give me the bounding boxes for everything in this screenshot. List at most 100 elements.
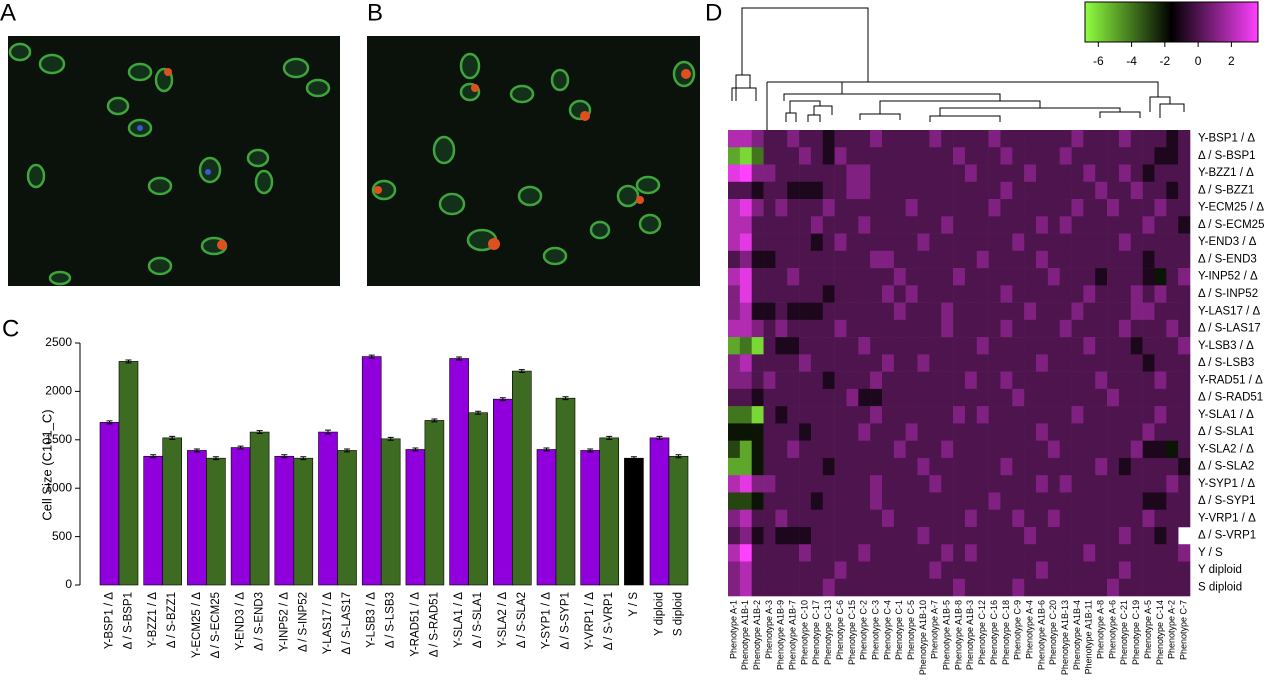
heatmap-cell [917, 199, 930, 217]
heatmap-cell [799, 199, 812, 217]
heatmap-cell [834, 509, 847, 528]
heatmap-cell [751, 199, 764, 217]
bar [187, 450, 207, 586]
heatmap-cell [1107, 354, 1120, 372]
heatmap-cell [1095, 354, 1108, 372]
heatmap-cell [1107, 337, 1120, 355]
heatmap-cell [941, 423, 954, 441]
heatmap-cell [751, 578, 764, 597]
heatmap-cell [1071, 337, 1084, 355]
heatmap-cell [775, 354, 788, 372]
heatmap-cell [1166, 164, 1179, 183]
heatmap-cell [976, 475, 989, 493]
heatmap-cell [1071, 526, 1084, 545]
heatmap-cell [822, 578, 835, 597]
heatmap-cell [1024, 440, 1037, 459]
heatmap-cell [1130, 337, 1143, 355]
heatmap-cell [787, 440, 800, 459]
heatmap-cell [870, 130, 883, 148]
heatmap-cell [953, 475, 966, 493]
heatmap-cell [1154, 354, 1167, 372]
heatmap-cell [763, 509, 776, 528]
heatmap-cell [953, 250, 966, 269]
heatmap-cell [751, 509, 764, 528]
error-bar [193, 448, 200, 453]
heatmap-cell [929, 250, 942, 269]
heatmap-cell [822, 319, 835, 338]
heatmap-cell [893, 302, 906, 321]
x-tick-label: Y-VRP1 / Δ [584, 592, 596, 650]
heatmap-cell [751, 268, 764, 286]
heatmap-cell [1095, 492, 1108, 511]
heatmap-cell [822, 250, 835, 269]
heatmap-cell [799, 388, 812, 407]
heatmap-cell [834, 423, 847, 441]
heatmap-cell [799, 216, 812, 234]
panel-label: A [0, 0, 16, 26]
key-tick-label: 2 [1228, 54, 1235, 68]
heatmap-cell [953, 130, 966, 148]
heatmap-cell [905, 216, 918, 234]
bar [274, 455, 295, 586]
heatmap-cell [1142, 492, 1155, 511]
heatmap-cell [1071, 475, 1084, 493]
heatmap-cell [810, 181, 824, 200]
heatmap-cell [846, 406, 859, 424]
heatmap-cell [1000, 164, 1013, 183]
heatmap-cell [799, 544, 812, 562]
heatmap-cell [870, 440, 883, 459]
heatmap-cell [1024, 285, 1037, 303]
heatmap-cell [775, 440, 788, 459]
heatmap-cell [858, 457, 871, 476]
heatmap-cell [1047, 199, 1060, 217]
heatmap-cell [1036, 423, 1049, 441]
heatmap-cell [787, 164, 800, 183]
heatmap-cell [1166, 509, 1179, 528]
heatmap-cell [1107, 388, 1120, 407]
heatmap-cell [1047, 509, 1060, 528]
row-label: Y-END3 / Δ [1198, 236, 1257, 248]
heatmap-cell [1012, 199, 1025, 217]
heatmap-cell [964, 233, 978, 252]
heatmap-cell [787, 130, 800, 148]
heatmap-cell [976, 319, 989, 338]
error-bar [431, 418, 438, 423]
x-tick-label: Δ / S-ECM25 [210, 592, 222, 658]
heatmap-cell [976, 181, 989, 200]
column-label: Phenotype A-4 [1024, 600, 1034, 659]
heatmap-cell [787, 561, 800, 580]
x-tick-label: Δ / S-VRP1 [603, 592, 615, 650]
heatmap-cell [1083, 181, 1096, 200]
heatmap-cell [728, 268, 741, 286]
heatmap-cell [1178, 354, 1191, 372]
heatmap-cell [787, 354, 800, 372]
heatmap-cell [1036, 302, 1049, 321]
heatmap-cell [929, 388, 942, 407]
heatmap-cell [846, 388, 859, 407]
heatmap-cell [858, 561, 871, 580]
error-bar [630, 456, 637, 461]
error-bar [412, 447, 419, 452]
heatmap-cell [799, 319, 812, 338]
heatmap-cell [775, 457, 788, 476]
error-bar [675, 454, 682, 459]
heatmap-cell [1107, 371, 1120, 390]
heatmap-cell [1000, 130, 1013, 148]
heatmap-cell [1036, 147, 1049, 165]
heatmap-cell [1047, 147, 1060, 165]
heatmap-cell [1166, 440, 1179, 459]
heatmap-cell [1118, 544, 1132, 562]
heatmap-cell [846, 199, 859, 217]
heatmap-cell [893, 285, 906, 303]
heatmap-cell [1071, 371, 1084, 390]
row-label: Y-BZZ1 / Δ [1198, 167, 1254, 179]
heatmap-cell [1024, 164, 1037, 183]
heatmap-cell [1178, 216, 1191, 234]
key-tick-label: -4 [1126, 54, 1137, 68]
heatmap-cell [1154, 199, 1167, 217]
heatmap-cell [763, 371, 776, 390]
heatmap-cell [941, 457, 954, 476]
heatmap-cell [905, 130, 918, 148]
heatmap-cell [1071, 233, 1084, 252]
